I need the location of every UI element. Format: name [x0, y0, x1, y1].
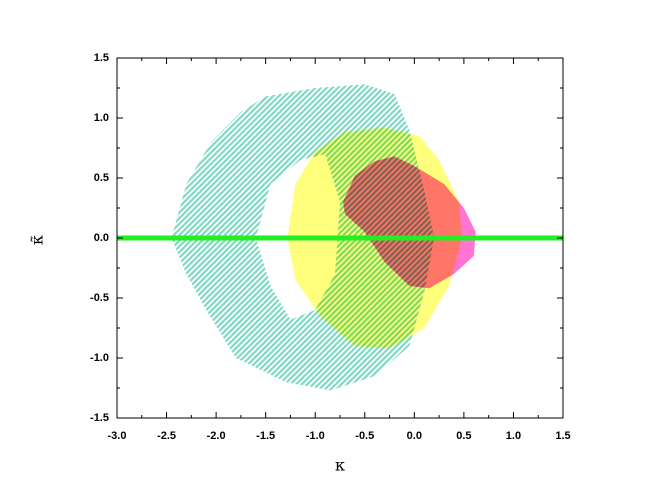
x-tick-label: -1.5 [256, 430, 275, 442]
y-tick-label: 0.0 [94, 232, 109, 244]
x-tick-label: -3.0 [108, 430, 127, 442]
region [342, 156, 476, 289]
x-tick-label: -2.0 [207, 430, 226, 442]
x-tick-label: -2.5 [157, 430, 176, 442]
y-tick-label: 0.5 [94, 172, 109, 184]
x-tick-label: 0.5 [456, 430, 471, 442]
y-tick-label: 1.5 [94, 52, 109, 64]
x-tick-label: -1.0 [306, 430, 325, 442]
plot-area [117, 84, 563, 391]
x-tick-label: 0.0 [407, 430, 422, 442]
x-tick-label: -0.5 [355, 430, 374, 442]
y-tick-label: -1.0 [90, 352, 109, 364]
y-tick-label: 1.0 [94, 112, 109, 124]
y-tick-label: -1.5 [90, 412, 109, 424]
x-tick-label: 1.0 [506, 430, 521, 442]
y-tick-label: -0.5 [90, 292, 109, 304]
y-axis-title: κ̃ [28, 235, 47, 245]
x-axis-title: κ [335, 456, 345, 475]
x-tick-label: 1.5 [555, 430, 570, 442]
